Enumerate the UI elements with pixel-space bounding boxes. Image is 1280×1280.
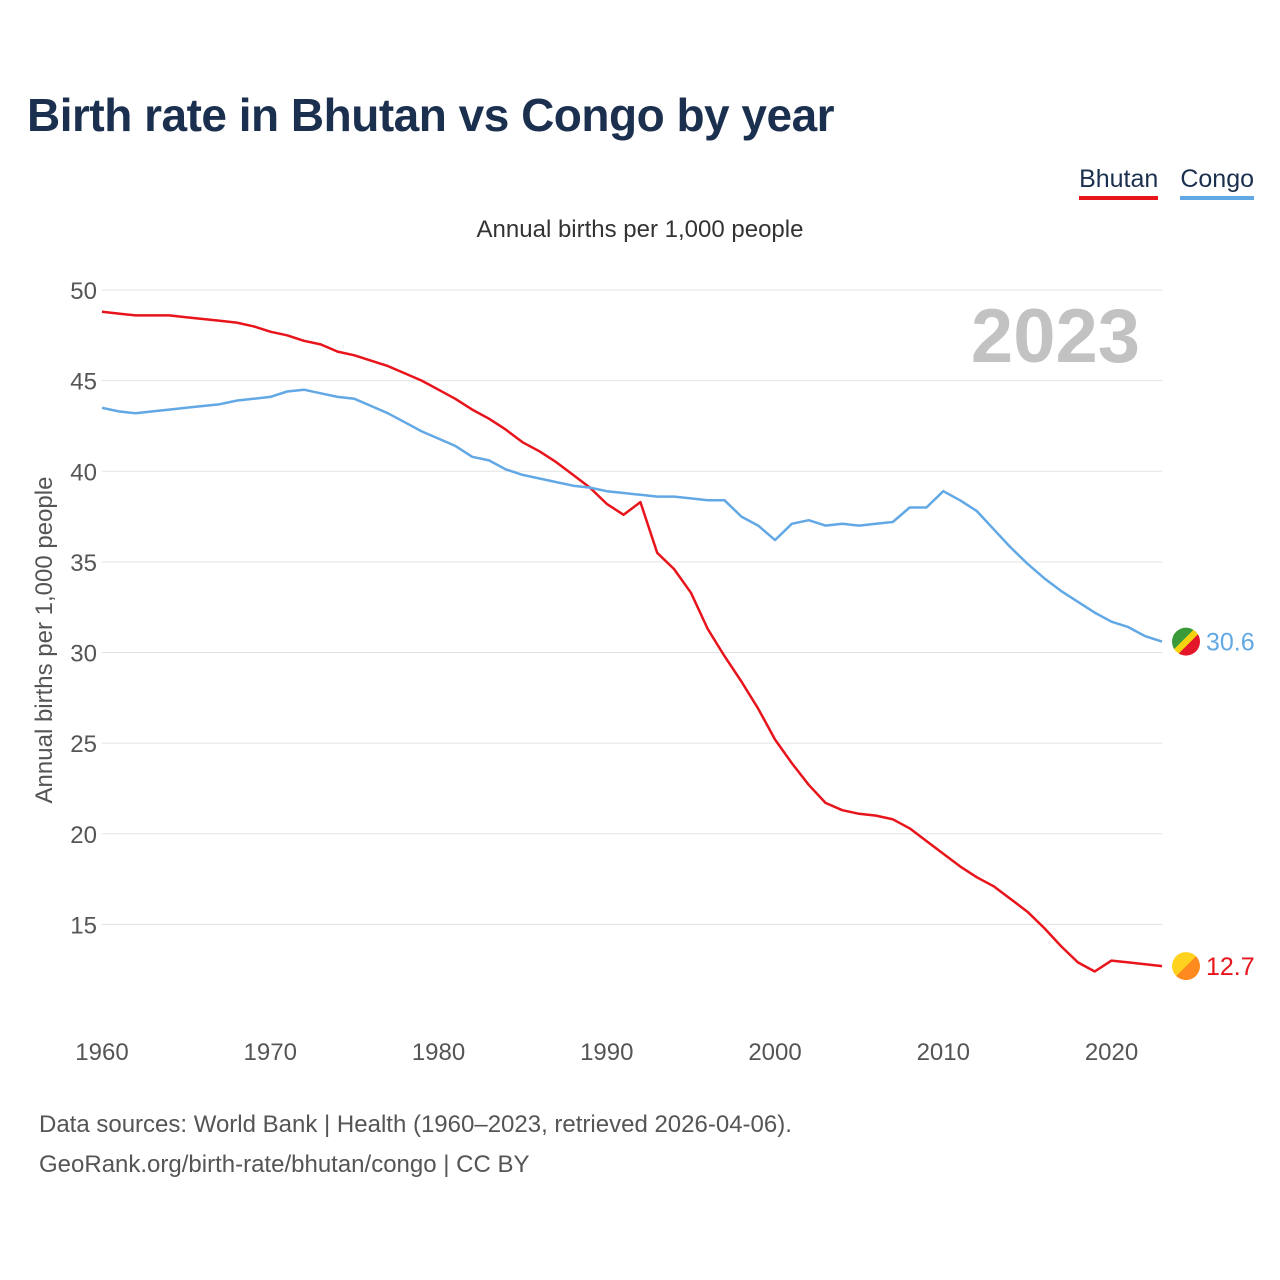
source-link[interactable]: GeoRank.org/birth-rate/bhutan/congo | CC… (39, 1151, 530, 1178)
x-tick-label: 1960 (75, 1039, 128, 1066)
data-source-note: Data sources: World Bank | Health (1960–… (39, 1111, 792, 1138)
chart-subtitle: Annual births per 1,000 people (476, 216, 804, 243)
x-tick-label: 1990 (580, 1039, 633, 1066)
legend-item-congo[interactable]: Congo (1180, 165, 1254, 200)
series-line-bhutan (101, 310, 1163, 973)
series-line-congo (101, 388, 1163, 643)
y-tick-label: 40 (70, 459, 97, 486)
y-axis-title: Annual births per 1,000 people (31, 477, 58, 804)
x-tick-label: 1970 (244, 1039, 297, 1066)
y-tick-label: 20 (70, 822, 97, 849)
y-tick-label: 35 (70, 550, 97, 577)
end-value-label-congo: 30.6 (1206, 629, 1255, 657)
y-tick-label: 15 (70, 912, 97, 939)
y-tick-label: 45 (70, 369, 97, 396)
legend-item-bhutan[interactable]: Bhutan (1079, 165, 1159, 200)
end-value-label-bhutan: 12.7 (1206, 953, 1255, 981)
x-tick-label: 2020 (1085, 1039, 1138, 1066)
bhutan-flag-icon (1172, 952, 1200, 981)
x-tick-label: 1980 (412, 1039, 465, 1066)
legend: Bhutan Congo (1079, 165, 1254, 200)
x-tick-label: 2010 (917, 1039, 970, 1066)
y-tick-label: 50 (70, 278, 97, 305)
y-tick-label: 25 (70, 731, 97, 758)
chart-title: Birth rate in Bhutan vs Congo by year (27, 89, 835, 141)
x-tick-label: 2000 (748, 1039, 801, 1066)
footer: Data sources: World Bank | Health (1960–… (39, 1105, 792, 1185)
year-label: 2023 (971, 294, 1140, 379)
y-tick-label: 30 (70, 641, 97, 668)
line-chart: 15 20 25 30 35 40 45 50 1960 1970 1980 1990 2000 2010… (31, 278, 1255, 1066)
congo-flag-icon (1172, 627, 1200, 656)
